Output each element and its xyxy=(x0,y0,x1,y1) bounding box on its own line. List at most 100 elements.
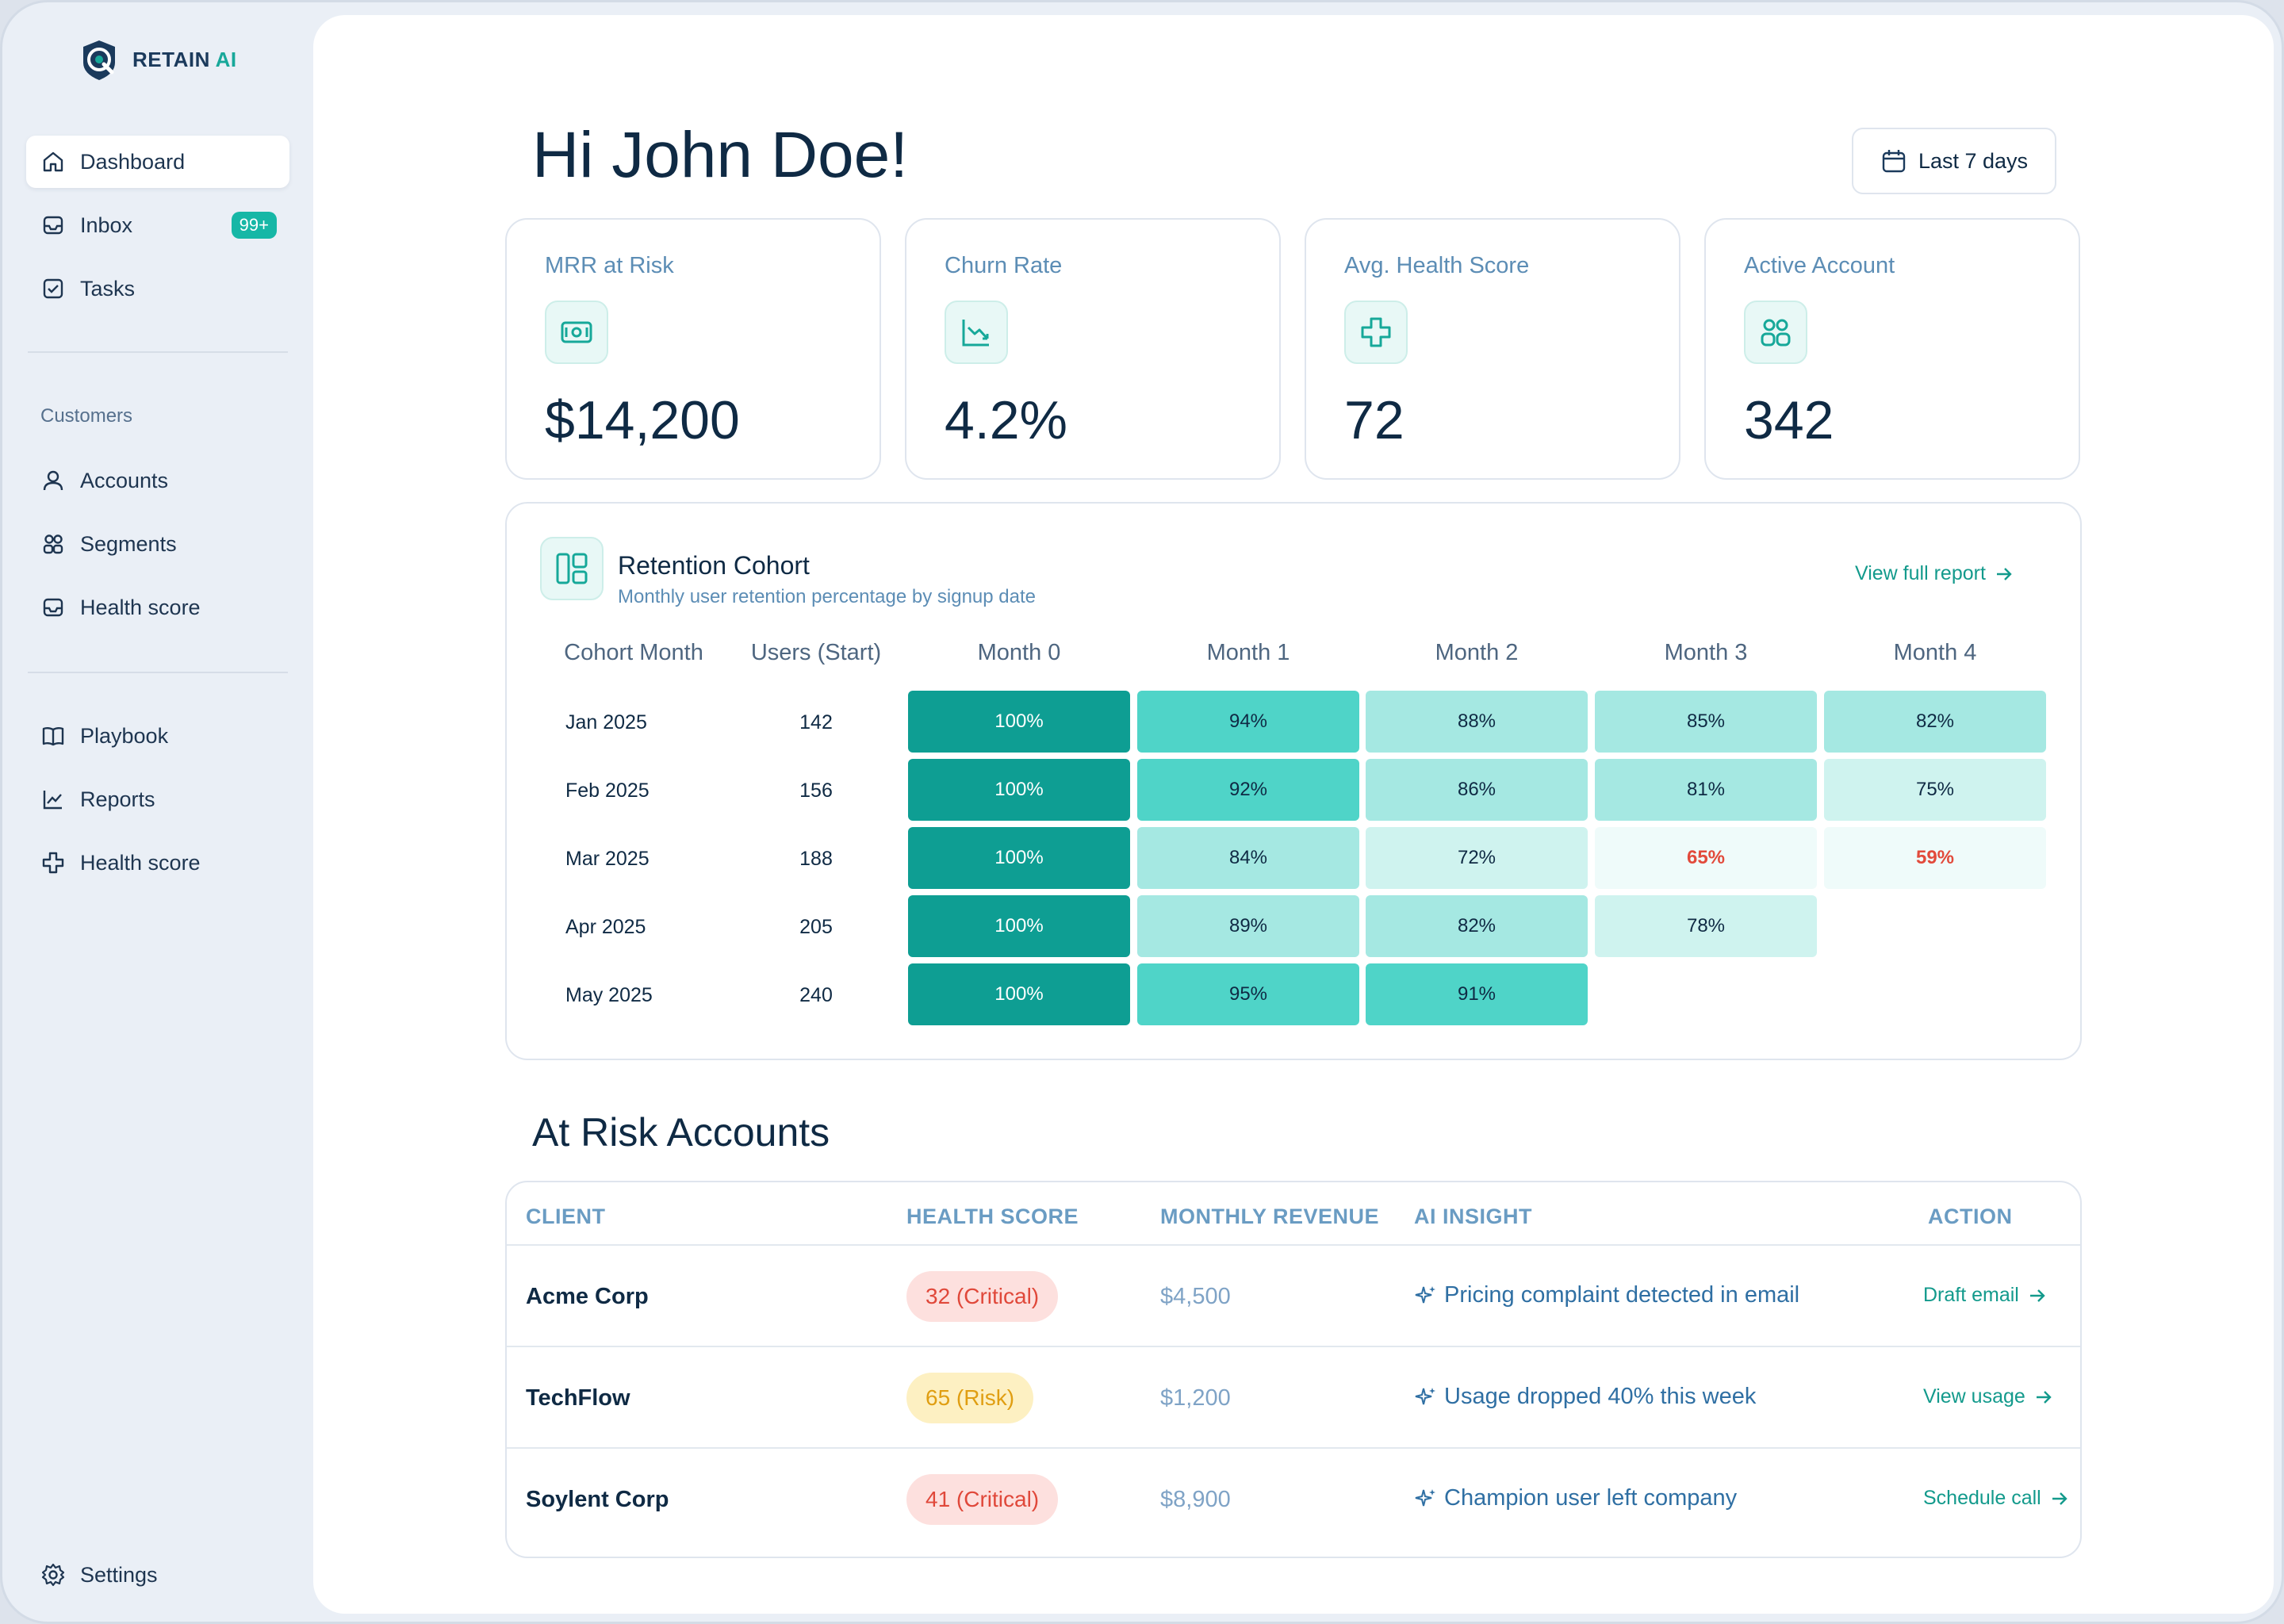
cohort-cell: 75% xyxy=(1824,759,2046,821)
cohort-row-month: Apr 2025 xyxy=(565,916,646,938)
cohort-row-month: Mar 2025 xyxy=(565,848,650,870)
health-score-badge: 41 (Critical) xyxy=(906,1474,1059,1525)
inbox-tray-icon xyxy=(43,598,63,617)
cohort-cell: 95% xyxy=(1137,963,1359,1025)
inbox-icon xyxy=(43,216,63,235)
kpi-value: 72 xyxy=(1344,390,1405,450)
kpi-label: Avg. Health Score xyxy=(1344,253,1530,278)
kpi-card-mrr[interactable]: MRR at Risk $14,200 xyxy=(505,218,881,480)
monthly-revenue: $4,500 xyxy=(1160,1284,1231,1309)
brand-name: RETAIN xyxy=(132,47,210,71)
cohort-row-users: 142 xyxy=(799,711,833,733)
ai-insight: Champion user left company xyxy=(1414,1485,1737,1511)
cohort-cell-warning: 59% xyxy=(1824,827,2046,889)
arrow-right-icon xyxy=(1996,567,2012,580)
cohort-col-header: Month 0 xyxy=(977,640,1061,665)
page-title: Hi John Doe! xyxy=(532,119,909,191)
schedule-call-button[interactable]: Schedule call xyxy=(1923,1487,2070,1510)
at-risk-table: CLIENT HEALTH SCORE MONTHLY REVENUE AI I… xyxy=(505,1181,2082,1558)
cohort-cell: 88% xyxy=(1366,691,1588,753)
health-score-badge: 32 (Critical) xyxy=(906,1271,1059,1322)
gear-icon xyxy=(41,1563,65,1587)
arrow-right-icon xyxy=(2036,1390,2052,1404)
retention-cohort-card: Retention Cohort Monthly user retention … xyxy=(505,502,2082,1060)
action-label: Draft email xyxy=(1923,1284,2019,1306)
nav-tasks[interactable]: Tasks xyxy=(26,262,289,315)
kpi-label: Churn Rate xyxy=(945,253,1063,278)
nav-inbox-label: Inbox xyxy=(80,213,133,237)
table-header: CLIENT xyxy=(526,1205,606,1228)
view-usage-button[interactable]: View usage xyxy=(1923,1385,2054,1408)
cohort-cell: 85% xyxy=(1595,691,1817,753)
inbox-count-badge: 99+ xyxy=(231,212,277,239)
kpi-card-health[interactable]: Avg. Health Score 72 xyxy=(1305,218,1680,480)
cohort-cell: 91% xyxy=(1366,963,1588,1025)
cohort-col-header: Users (Start) xyxy=(750,640,882,665)
ai-insight-text: Pricing complaint detected in email xyxy=(1444,1282,1800,1308)
cohort-col-header: Month 1 xyxy=(1206,640,1290,665)
cohort-row-users: 240 xyxy=(799,984,833,1006)
nav-segments-label: Segments xyxy=(80,531,177,556)
monthly-revenue: $1,200 xyxy=(1160,1385,1231,1411)
nav-health-score-2[interactable]: Health score xyxy=(26,837,289,889)
users-group-icon xyxy=(43,534,63,554)
action-label: View usage xyxy=(1923,1385,2025,1408)
checkbox-icon xyxy=(43,278,63,299)
cohort-cell: 84% xyxy=(1137,827,1359,889)
health-cross-icon xyxy=(42,852,64,874)
nav-accounts[interactable]: Accounts xyxy=(26,454,289,507)
nav-health-score[interactable]: Health score xyxy=(26,581,289,634)
ai-insight: Usage dropped 40% this week xyxy=(1414,1384,1756,1410)
client-name[interactable]: TechFlow xyxy=(526,1385,630,1411)
sidebar-divider xyxy=(28,672,288,673)
kpi-card-active[interactable]: Active Account 342 xyxy=(1704,218,2080,480)
cohort-cell: 100% xyxy=(908,759,1130,821)
cohort-cell: 82% xyxy=(1824,691,2046,753)
sparkle-icon xyxy=(1415,1387,1435,1404)
cohort-col-header: Month 3 xyxy=(1664,640,1748,665)
nav-playbook-label: Playbook xyxy=(80,723,169,748)
cohort-cell: 81% xyxy=(1595,759,1817,821)
cohort-row-users: 156 xyxy=(799,779,833,802)
nav-reports[interactable]: Reports xyxy=(26,773,289,825)
cohort-cell: 78% xyxy=(1595,895,1817,957)
nav-settings[interactable]: Settings xyxy=(26,1549,289,1601)
nav-segments[interactable]: Segments xyxy=(26,518,289,570)
cohort-cell: 89% xyxy=(1137,895,1359,957)
client-name[interactable]: Acme Corp xyxy=(526,1284,649,1309)
brand-logo[interactable]: RETAIN AI xyxy=(75,36,237,83)
sparkle-icon xyxy=(1415,1285,1435,1303)
nav-health-score-label: Health score xyxy=(80,595,201,619)
cohort-cell: 86% xyxy=(1366,759,1588,821)
calendar-icon xyxy=(1882,150,1906,173)
cohort-cell: 100% xyxy=(908,691,1130,753)
nav-dashboard[interactable]: Dashboard xyxy=(26,136,289,188)
kpi-value: $14,200 xyxy=(545,390,740,450)
draft-email-button[interactable]: Draft email xyxy=(1923,1284,2048,1307)
nav-settings-label: Settings xyxy=(80,1562,158,1587)
arrow-right-icon xyxy=(2029,1289,2045,1302)
cohort-cell: 72% xyxy=(1366,827,1588,889)
cohort-cell: 100% xyxy=(908,895,1130,957)
health-score-badge: 65 (Risk) xyxy=(906,1373,1034,1423)
money-icon xyxy=(561,321,592,343)
table-header: HEALTH SCORE xyxy=(906,1205,1079,1228)
cohort-title: Retention Cohort xyxy=(618,551,810,580)
logo-icon xyxy=(83,40,115,80)
ai-insight: Pricing complaint detected in email xyxy=(1414,1282,1799,1308)
cohort-cell-warning: 65% xyxy=(1595,827,1817,889)
users-icon xyxy=(1761,319,1791,347)
kpi-card-churn[interactable]: Churn Rate 4.2% xyxy=(905,218,1281,480)
kpi-value: 342 xyxy=(1744,390,1834,450)
monthly-revenue: $8,900 xyxy=(1160,1487,1231,1512)
table-header: AI INSIGHT xyxy=(1414,1205,1533,1228)
cohort-row-month: Jan 2025 xyxy=(565,711,647,733)
cohort-row-users: 188 xyxy=(799,848,833,870)
table-header: MONTHLY REVENUE xyxy=(1160,1205,1380,1228)
client-name[interactable]: Soylent Corp xyxy=(526,1487,669,1512)
nav-playbook[interactable]: Playbook xyxy=(26,710,289,762)
nav-inbox[interactable]: Inbox 99+ xyxy=(26,199,289,251)
date-range-button[interactable]: Last 7 days xyxy=(1852,128,2056,194)
cohort-col-header: Cohort Month xyxy=(564,640,703,665)
view-full-report-link[interactable]: View full report xyxy=(1855,562,2014,585)
